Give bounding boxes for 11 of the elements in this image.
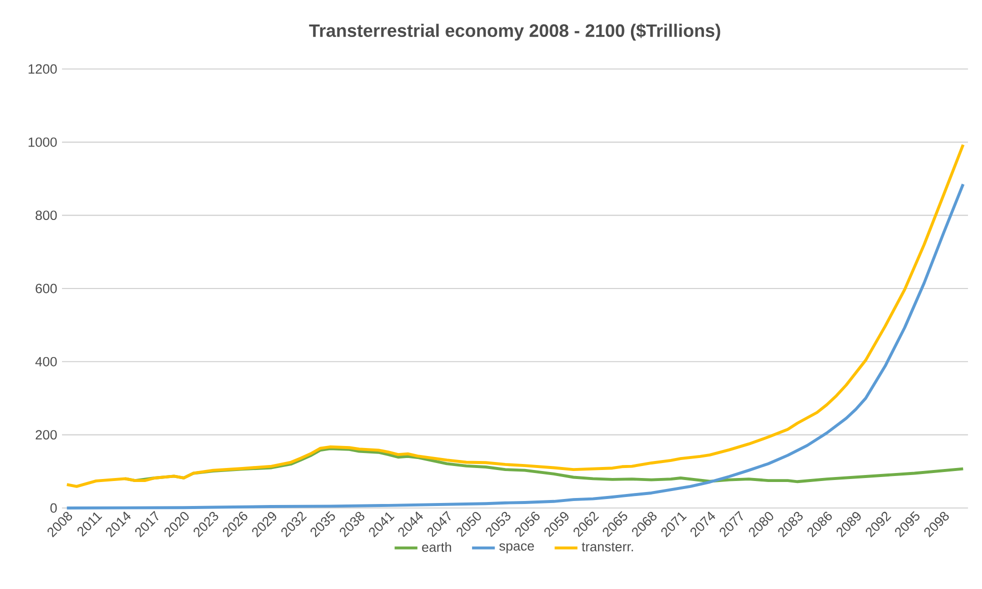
chart-title: Transterrestrial economy 2008 - 2100 ($Trillions) (309, 23, 720, 41)
y-tick-label: 1200 (28, 64, 57, 74)
y-tick-label: 400 (35, 356, 57, 366)
legend-label: space (499, 543, 534, 554)
y-tick-label: 600 (36, 284, 57, 294)
legend-label: transterr. (582, 542, 633, 552)
y-tick-label: 1000 (28, 137, 57, 147)
y-tick-label: 200 (36, 430, 57, 440)
legend-label: earth (422, 542, 452, 552)
y-tick-label: 0 (50, 503, 57, 513)
y-tick-label: 800 (36, 210, 57, 220)
